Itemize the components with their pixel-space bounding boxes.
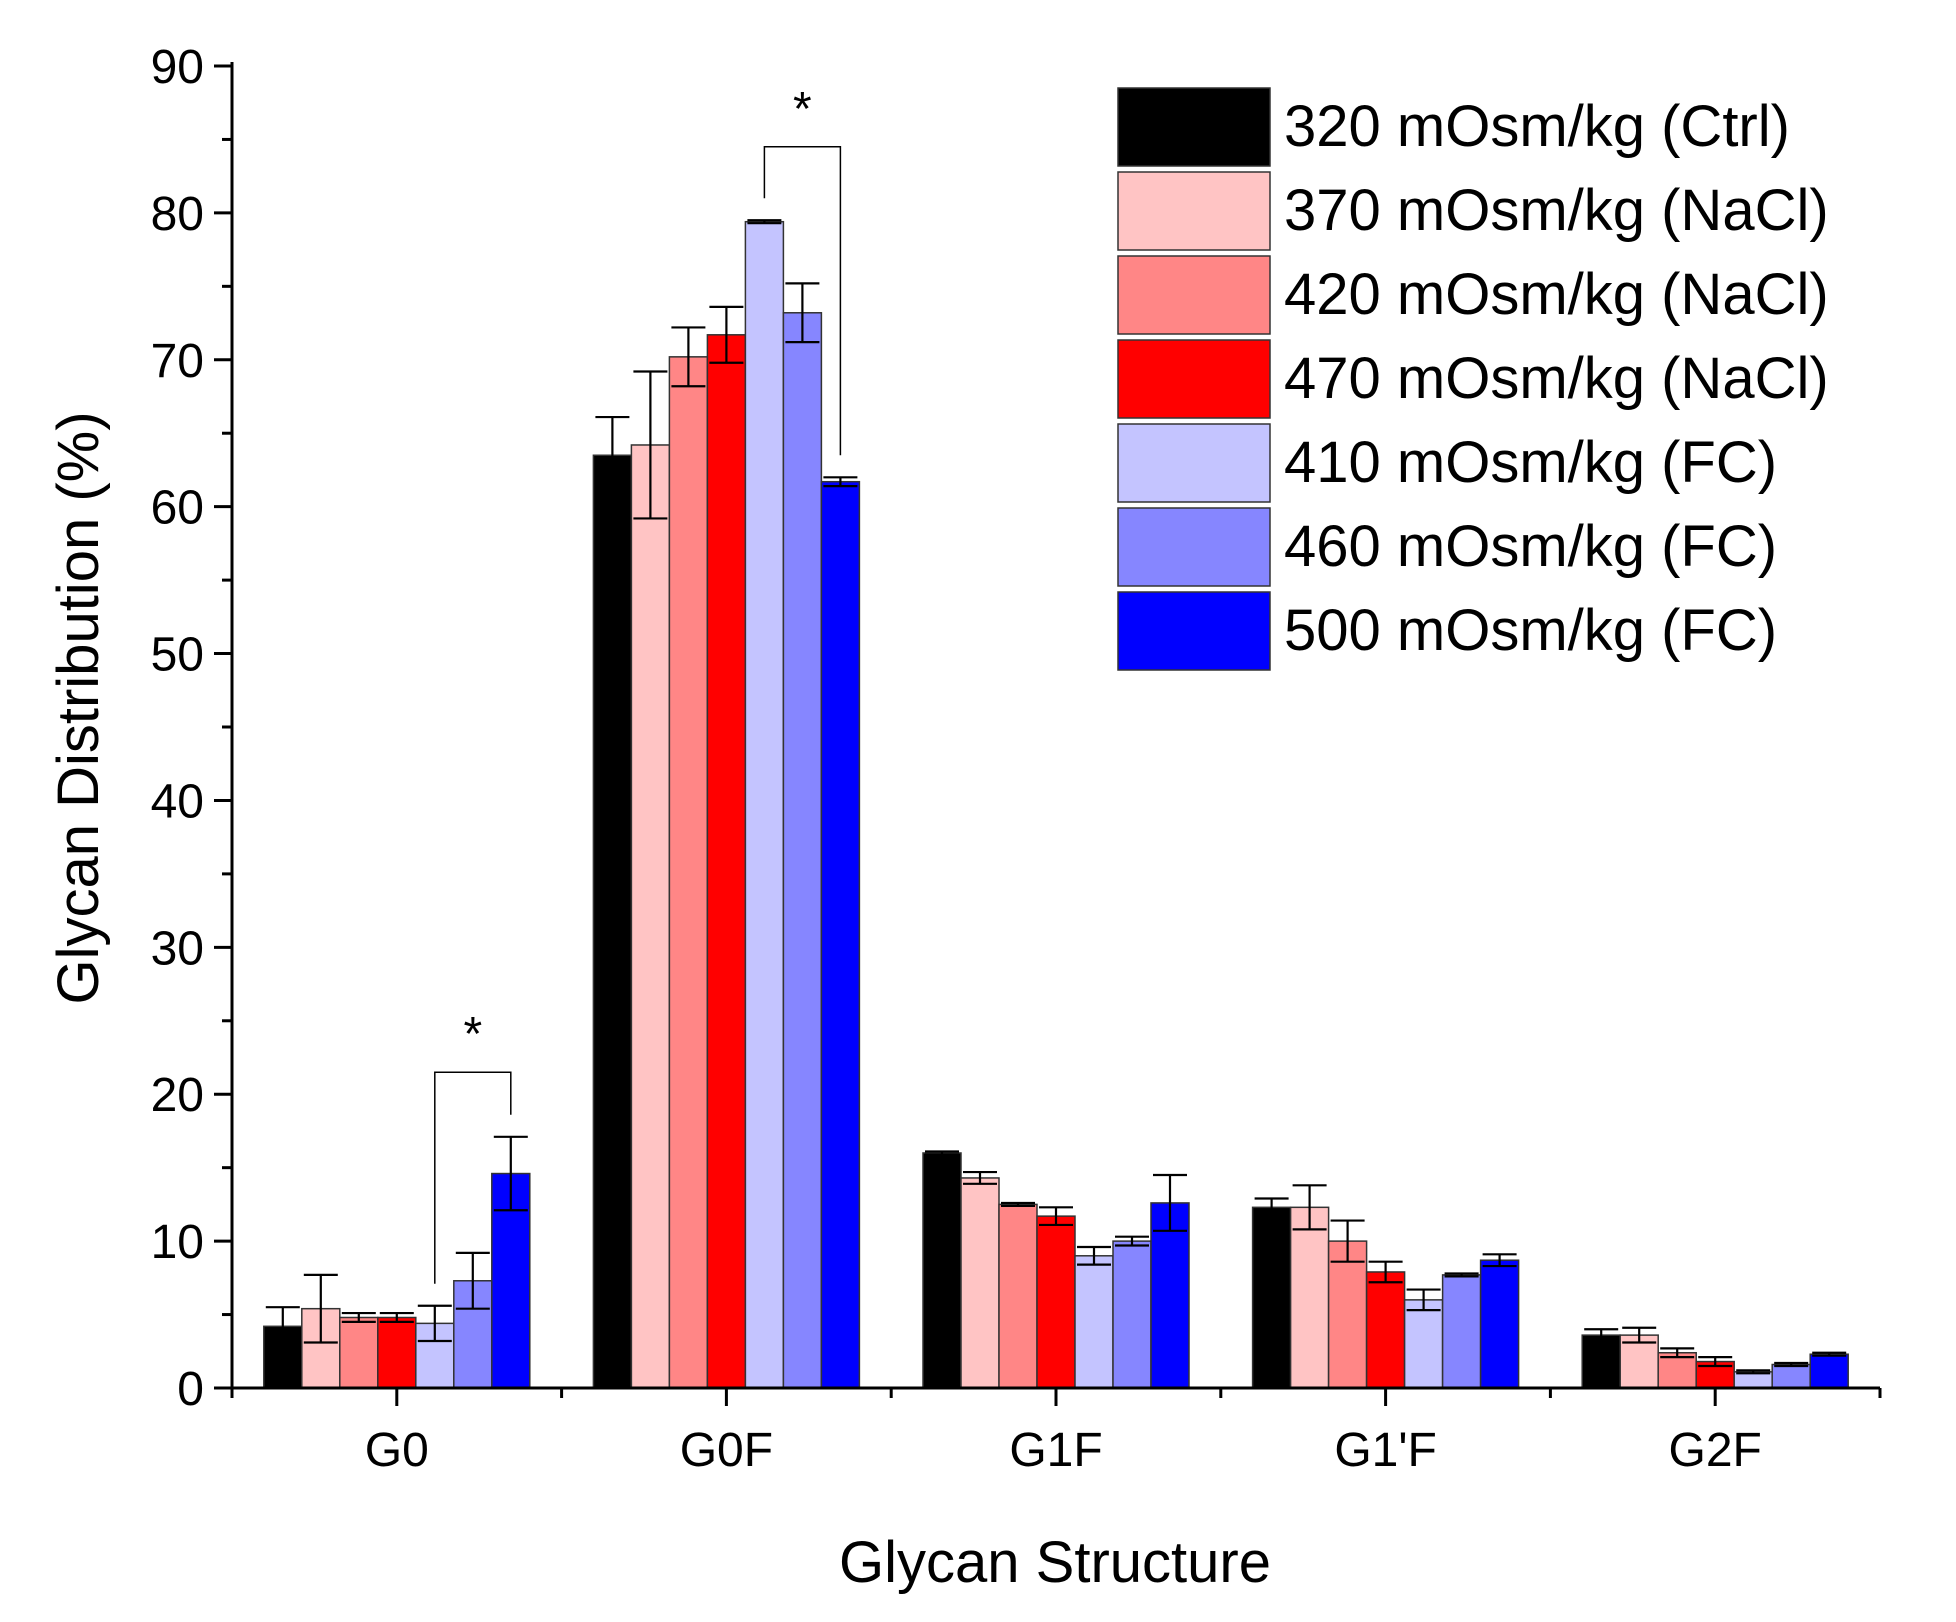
- y-tick-label: 40: [151, 775, 204, 828]
- x-tick-label-G0: G0: [365, 1424, 429, 1477]
- legend-label-2: 420 mOsm/kg (NaCl): [1284, 262, 1829, 327]
- legend-label-4: 410 mOsm/kg (FC): [1284, 430, 1777, 495]
- bar-G1F-series-6: [1150, 1202, 1190, 1389]
- bar-G1F-series-3: [1036, 1215, 1076, 1389]
- bar-G1'F-series-6: [1479, 1259, 1520, 1389]
- x-tick-label-G0F: G0F: [680, 1424, 773, 1477]
- significance-bracket-G0F: [763, 146, 842, 456]
- legend-swatch-0: [1117, 87, 1271, 167]
- y-tick-label: 70: [151, 335, 204, 388]
- legend-label-5: 460 mOsm/kg (FC): [1284, 514, 1777, 579]
- significance-bracket-G0: [434, 1071, 512, 1284]
- bar-G0F-series-6: [820, 480, 861, 1389]
- legend-swatch-6: [1117, 591, 1271, 671]
- bar-G0-series-2: [339, 1316, 379, 1389]
- bar-G0F-series-5: [782, 312, 823, 1389]
- bar-G2F-series-6: [1809, 1353, 1849, 1389]
- bar-G1F-series-4: [1074, 1255, 1114, 1389]
- bar-G0F-series-3: [706, 334, 747, 1389]
- x-tick-label-G1F: G1F: [1009, 1424, 1102, 1477]
- y-tick-label: 10: [151, 1216, 204, 1269]
- y-tick-label: 50: [151, 629, 204, 682]
- bar-G0F-series-4: [744, 220, 785, 1389]
- axes-layer: 0 10 20 30 40 50 60 70 80 90 G0 G0F G1F G1'F G2F: [151, 41, 1882, 1477]
- bar-G0-series-3: [377, 1316, 417, 1389]
- bar-G0F-series-2: [668, 356, 709, 1389]
- x-tick-label-G1'F: G1'F: [1334, 1424, 1437, 1477]
- legend-label-6: 500 mOsm/kg (FC): [1284, 598, 1777, 663]
- annotations-layer: **: [434, 83, 842, 1284]
- bar-G1'F-series-0: [1251, 1206, 1292, 1389]
- significance-star-G0: *: [463, 1008, 482, 1061]
- y-tick-label: 20: [151, 1069, 204, 1122]
- bar-G2F-series-5: [1771, 1363, 1811, 1389]
- bar-G1F-series-2: [998, 1203, 1038, 1389]
- bar-G1'F-series-3: [1365, 1271, 1406, 1389]
- legend-label-1: 370 mOsm/kg (NaCl): [1284, 178, 1829, 243]
- x-tick-label-G2F: G2F: [1669, 1424, 1762, 1477]
- bar-G1F-series-1: [960, 1177, 1000, 1389]
- legend-swatch-5: [1117, 507, 1271, 587]
- legend-label-0: 320 mOsm/kg (Ctrl): [1284, 94, 1790, 159]
- y-tick-label: 80: [151, 188, 204, 241]
- y-tick-label: 90: [151, 41, 204, 94]
- legend: 320 mOsm/kg (Ctrl) 370 mOsm/kg (NaCl) 420 …: [1117, 87, 1829, 671]
- bar-G1'F-series-5: [1441, 1274, 1482, 1389]
- significance-star-G0F: *: [793, 83, 812, 136]
- bars-layer: [263, 219, 1849, 1389]
- y-tick-label: 30: [151, 922, 204, 975]
- bar-G1'F-series-4: [1403, 1299, 1444, 1389]
- y-tick-label: 0: [177, 1363, 204, 1416]
- bar-G0F-series-1: [630, 444, 671, 1389]
- x-axis-title: Glycan Structure: [839, 1530, 1271, 1595]
- bar-G1F-series-0: [922, 1152, 962, 1389]
- legend-swatch-2: [1117, 255, 1271, 335]
- legend-label-3: 470 mOsm/kg (NaCl): [1284, 346, 1829, 411]
- bar-G1F-series-5: [1112, 1240, 1152, 1389]
- legend-swatch-1: [1117, 171, 1271, 251]
- y-tick-label: 60: [151, 482, 204, 535]
- legend-swatch-3: [1117, 339, 1271, 419]
- y-axis-title: Glycan Distribution (%): [46, 411, 111, 1004]
- bar-G1'F-series-1: [1289, 1206, 1330, 1389]
- legend-swatch-4: [1117, 423, 1271, 503]
- bar-G1'F-series-2: [1327, 1240, 1368, 1389]
- bar-G0F-series-0: [592, 454, 633, 1389]
- bar-G2F-series-0: [1581, 1334, 1621, 1389]
